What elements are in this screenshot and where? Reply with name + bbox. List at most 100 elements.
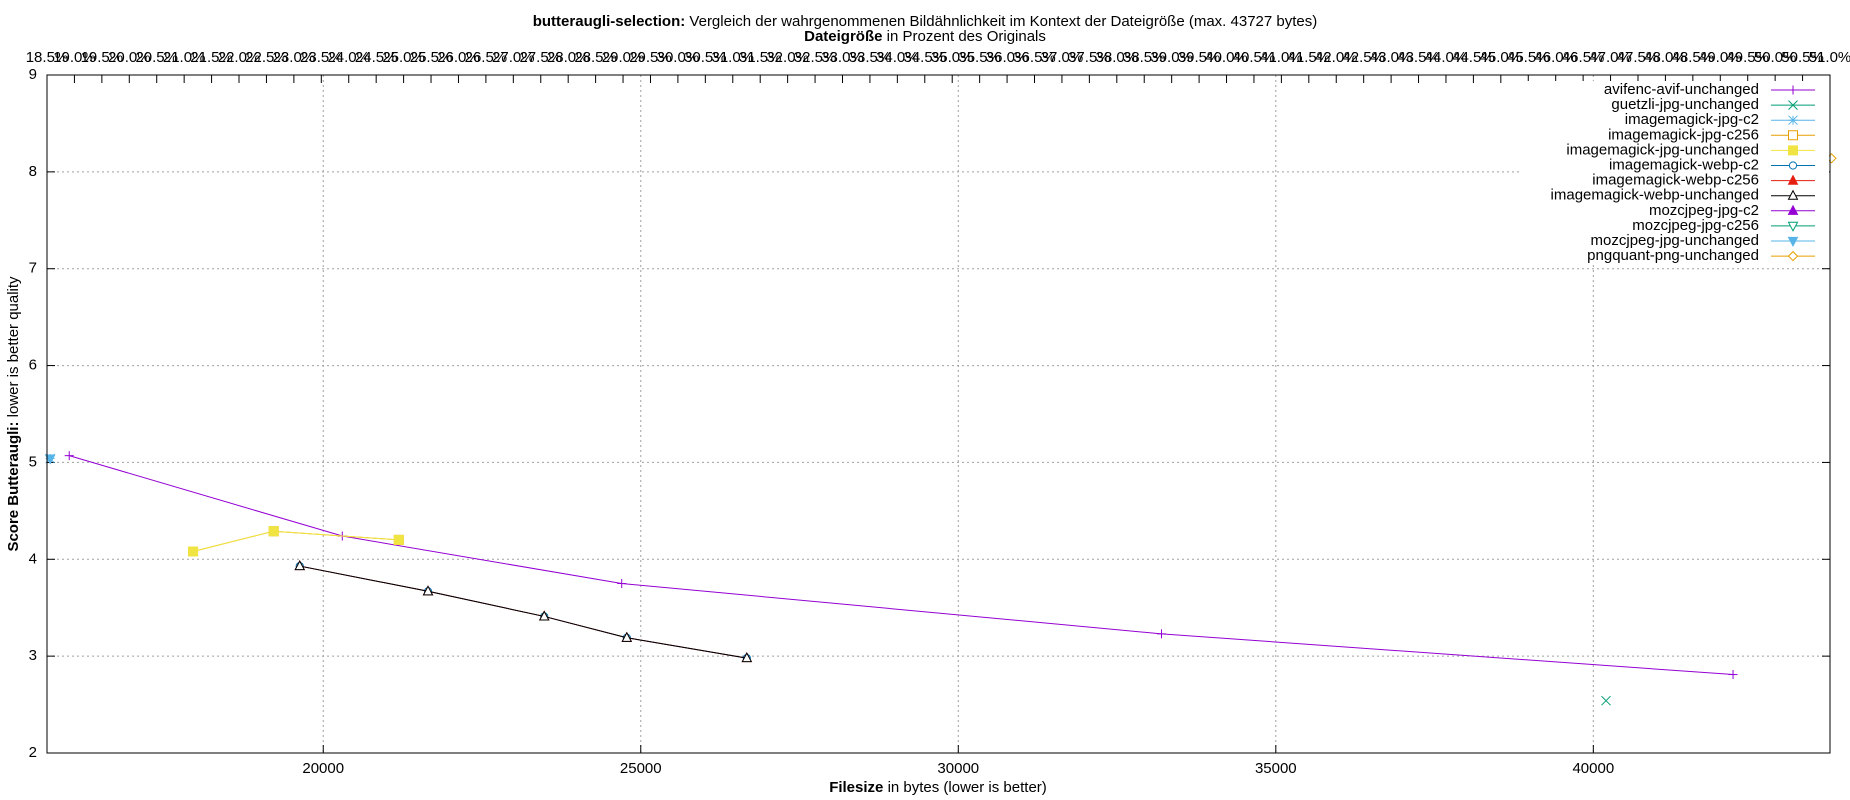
x2-tick-label: 44.0% [1425,49,1468,66]
x2-tick-label: 24.5% [355,49,398,66]
point-marker [1788,130,1798,141]
marker-part [1787,189,1799,200]
x2-tick-label: 50.0% [1754,49,1797,66]
legend-label: mozcjpeg-jpg-unchanged [1591,232,1759,249]
x-tick-label: 30000 [937,760,979,777]
x-label-bold: Filesize [829,779,883,796]
x2-tick-label: 47.5% [1617,49,1660,66]
x2-tick-label: 20.0% [108,49,151,66]
x2-tick-label: 40.5% [1233,49,1276,66]
x-tick-label: 20000 [302,760,344,777]
marker-part [1788,145,1798,156]
point-marker [393,534,404,545]
x-tick-label: 40000 [1572,760,1614,777]
marker-part [1787,174,1799,185]
legend-label: imagemagick-webp-c256 [1592,172,1759,189]
x2-tick-label: 26.0% [437,49,480,66]
x2-tick-label: 49.5% [1726,49,1769,66]
point-marker [1788,85,1798,95]
point-marker [44,454,56,465]
x2-tick-label: 51.0% [1809,49,1850,66]
marker-part [188,546,199,557]
x2-tick-label: 25.0% [382,49,425,66]
x2-tick-label: 37.5% [1068,49,1111,66]
x2-tick-label: 34.5% [904,49,947,66]
x2-tick-label: 22.5% [245,49,288,66]
x2-tick-label: 19.5% [81,49,124,66]
x2-tick-label: 41.0% [1260,49,1303,66]
x2-tick-label: 38.0% [1096,49,1139,66]
point-marker [538,610,550,621]
point-marker [1788,145,1798,156]
point-marker [64,451,74,461]
x2-tick-label: 39.0% [1150,49,1193,66]
x2-tick-label: 32.0% [766,49,809,66]
point-marker [188,546,199,557]
point-marker [422,585,434,596]
point-marker [1787,174,1799,185]
title-text: Vergleich der wahrgenommenen Bildähnlich… [689,13,1317,30]
x2-tick-label: 47.0% [1589,49,1632,66]
marker-part [621,631,633,642]
y-tick-label: 3 [29,647,37,664]
marker-part [1787,236,1799,248]
x2-tick-label: 46.5% [1562,49,1605,66]
legend-label: pngquant-png-unchanged [1587,247,1759,264]
point-marker [1787,236,1799,248]
marker-part [422,585,434,596]
marker-part [1788,115,1798,126]
x2-tick-label: 35.0% [931,49,974,66]
x2-tick-label: 43.0% [1370,49,1413,66]
y-tick-label: 4 [29,550,37,567]
point-marker [1788,161,1798,170]
x2-tick-label: 33.0% [821,49,864,66]
point-marker [1788,115,1798,126]
x-label-text: in bytes (lower is better) [888,779,1047,796]
legend-box [1520,81,1829,265]
point-marker [1787,221,1799,232]
x2-tick-label: 28.0% [547,49,590,66]
x2-tick-label: 29.5% [629,49,672,66]
x2-tick-label: 23.0% [273,49,316,66]
point-marker [1787,204,1799,215]
x2-tick-label: 46.0% [1534,49,1577,66]
x2-label-bold: Dateigröße [804,28,882,45]
legend-label: imagemagick-jpg-c2 [1625,111,1759,128]
x2-tick-label: 50.5% [1781,49,1824,66]
x2-label-text: in Prozent des Originals [887,28,1046,45]
point-marker [1156,629,1166,639]
x2-tick-label: 45.5% [1507,49,1550,66]
x2-tick-label: 21.0% [163,49,206,66]
x2-tick-label: 37.0% [1041,49,1084,66]
y-tick-label: 8 [29,163,37,180]
marker-part [294,560,306,571]
x2-tick-label: 26.5% [465,49,508,66]
marker-part [1601,695,1611,706]
point-marker [621,631,633,642]
legend-label: guetzli-jpg-unchanged [1611,96,1759,113]
point-marker [1601,695,1611,706]
legend-label: imagemagick-webp-unchanged [1551,187,1759,204]
x2-tick-label: 40.0% [1205,49,1248,66]
x2-axis-label: Dateigröße in Prozent des Originals [804,28,1046,45]
legend-label: mozcjpeg-jpg-c256 [1632,217,1759,234]
x2-tick-label: 19.0% [53,49,96,66]
x-axis-label: Filesize in bytes (lower is better) [829,779,1047,796]
point-marker [294,560,306,571]
legend-label: imagemagick-jpg-unchanged [1566,141,1759,158]
point-marker [741,652,753,663]
legend-label: mozcjpeg-jpg-c2 [1649,202,1759,219]
plot-border [46,74,1831,754]
marker-part [268,526,279,537]
y-label-bold: Score Butteraugli: [5,422,22,552]
point-marker [268,526,279,537]
point-marker [1787,189,1799,200]
marker-part [1787,250,1799,262]
marker-part [44,454,56,465]
marker-part [1787,221,1799,232]
x2-tick-label: 33.5% [849,49,892,66]
x2-tick-label: 28.5% [574,49,617,66]
x2-tick-label: 20.5% [135,49,178,66]
point-marker [1728,670,1738,680]
